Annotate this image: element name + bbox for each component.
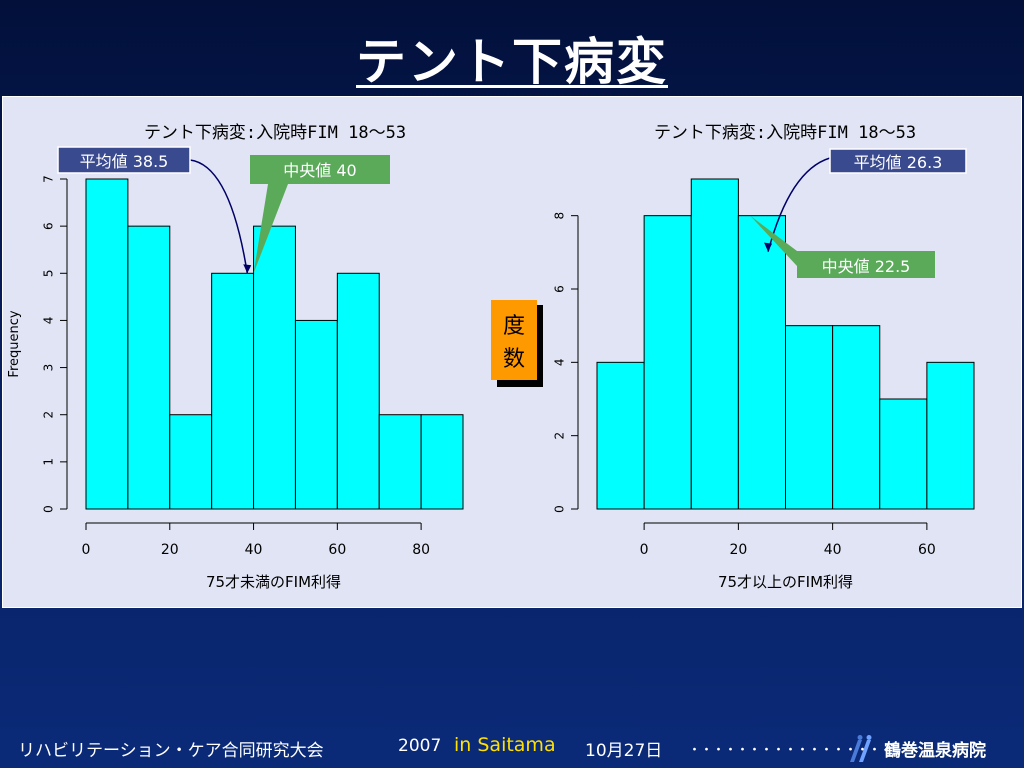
histogram-bar bbox=[211, 272, 255, 510]
x-tick-label: 20 bbox=[729, 542, 747, 558]
histogram-bar bbox=[926, 361, 975, 510]
chart-title: テント下病変:入院時FIM 18～53 bbox=[654, 123, 916, 143]
histogram-bar bbox=[127, 225, 171, 510]
histogram-over-75: テント下病変:入院時FIM 18～53 0 2 4 6 8 0 20 40 60 75才以上のFIM… bbox=[553, 123, 975, 591]
mean-label-text: 平均値 38.5 bbox=[80, 152, 169, 171]
x-tick-label: 60 bbox=[918, 542, 936, 558]
histogram-bar bbox=[420, 414, 464, 510]
mean-label-box bbox=[829, 148, 967, 174]
x-tick-label: 80 bbox=[412, 542, 430, 558]
y-tick-label: 5 bbox=[42, 269, 56, 277]
histogram-bar bbox=[832, 325, 881, 510]
x-tick-label: 0 bbox=[640, 542, 649, 558]
histogram-bar bbox=[643, 215, 692, 510]
mean-pointer-line bbox=[189, 159, 249, 274]
x-tick-label: 40 bbox=[824, 542, 842, 558]
frequency-center-label: 度 数 bbox=[491, 300, 543, 387]
hospital-logo-icon bbox=[850, 735, 872, 762]
histogram-bar bbox=[253, 225, 296, 510]
y-tick-label: 0 bbox=[553, 505, 567, 513]
center-label-line2: 数 bbox=[503, 347, 525, 372]
x-axis-label: 75才以上のFIM利得 bbox=[718, 573, 853, 591]
footer-year: 2007 bbox=[398, 736, 442, 756]
y-tick-label: 2 bbox=[42, 411, 56, 419]
y-tick-label: 4 bbox=[42, 317, 56, 325]
median-label-text: 中央値 40 bbox=[283, 161, 356, 180]
y-tick-label: 7 bbox=[42, 175, 56, 183]
y-tick-label: 4 bbox=[553, 359, 567, 367]
footer-location: in Saitama bbox=[454, 734, 556, 756]
median-label-box bbox=[797, 251, 935, 278]
histogram-bar bbox=[690, 178, 739, 510]
median-callout-tail bbox=[750, 215, 797, 266]
histogram-bar bbox=[85, 178, 129, 510]
median-label-text: 中央値 22.5 bbox=[822, 257, 911, 276]
x-axis-label: 75才未満のFIM利得 bbox=[206, 573, 341, 591]
median-label-box bbox=[250, 155, 390, 184]
x-tick-label: 40 bbox=[245, 542, 263, 558]
chart-title: テント下病変:入院時FIM 18～53 bbox=[144, 123, 406, 143]
center-label-line1: 度 bbox=[503, 314, 525, 339]
mean-pointer-arrowhead bbox=[764, 242, 773, 252]
histogram-bar bbox=[336, 272, 380, 510]
footer-hospital: 鶴巻温泉病院 bbox=[884, 741, 986, 761]
footer-conference: リハビリテーション・ケア合同研究大会 bbox=[18, 741, 324, 761]
histogram-bar bbox=[169, 414, 213, 510]
mean-pointer-arrowhead bbox=[243, 264, 252, 274]
mean-label-text: 平均値 26.3 bbox=[854, 153, 943, 172]
y-tick-label: 6 bbox=[553, 285, 567, 293]
histogram-bar bbox=[879, 398, 928, 510]
footer-dots: ・・・・・・・・・・・・・・・・・ bbox=[688, 743, 893, 758]
x-tick-label: 0 bbox=[82, 542, 91, 558]
x-tick-label: 60 bbox=[328, 542, 346, 558]
histogram-bar bbox=[737, 215, 786, 510]
y-tick-label: 3 bbox=[42, 364, 56, 372]
slide-title: テント下病変 bbox=[356, 33, 668, 91]
histogram-bar bbox=[596, 361, 645, 510]
mean-label-box bbox=[57, 146, 191, 174]
histogram-bar bbox=[294, 319, 338, 510]
x-tick-label: 20 bbox=[161, 542, 179, 558]
histogram-bar bbox=[378, 414, 422, 510]
y-tick-label: 0 bbox=[42, 505, 56, 513]
median-callout-tail bbox=[253, 184, 288, 274]
footer: リハビリテーション・ケア合同研究大会 2007 in Saitama 10月27… bbox=[0, 728, 1024, 768]
y-tick-label: 6 bbox=[42, 222, 56, 230]
y-tick-label: 8 bbox=[553, 212, 567, 220]
histogram-under-75: テント下病変:入院時FIM 18～53 0 1 2 3 4 5 6 7 Frequency 0 20 4… bbox=[7, 123, 464, 591]
histogram-bar bbox=[785, 325, 834, 510]
footer-date: 10月27日 bbox=[585, 741, 663, 761]
y-axis-label: Frequency bbox=[7, 310, 22, 377]
y-tick-label: 2 bbox=[553, 432, 567, 440]
y-tick-label: 1 bbox=[42, 458, 56, 466]
